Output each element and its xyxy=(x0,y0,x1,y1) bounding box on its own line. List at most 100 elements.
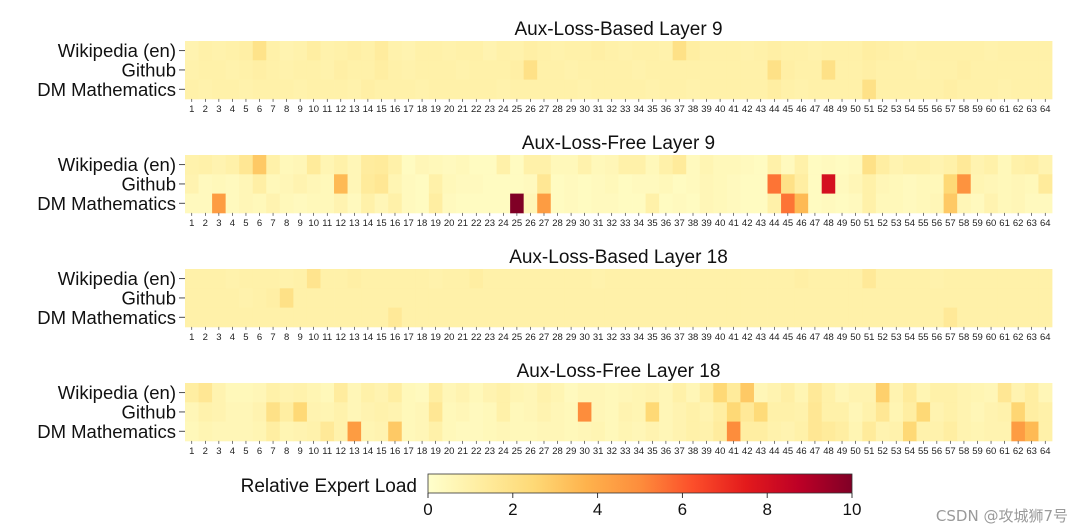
x-tick-label: 55 xyxy=(918,104,929,115)
heatmap-cell xyxy=(604,60,619,80)
x-tick-label: 54 xyxy=(904,332,915,343)
panel-title: Aux-Loss-Free Layer 9 xyxy=(522,133,715,154)
heatmap-cell xyxy=(957,402,972,422)
heatmap-cell xyxy=(726,79,741,100)
heatmap-cell xyxy=(469,79,484,100)
heatmap-cell xyxy=(1011,383,1026,403)
heatmap-cell xyxy=(306,269,321,289)
heatmap-cell xyxy=(266,41,281,61)
heatmap-cell xyxy=(740,269,755,289)
heatmap-cell xyxy=(672,60,687,80)
x-tick-label: 34 xyxy=(634,446,645,457)
row-label: Wikipedia (en) xyxy=(58,382,176,403)
heatmap-cell xyxy=(957,288,972,308)
x-tick-label: 43 xyxy=(755,446,766,457)
heatmap-cell xyxy=(320,79,335,100)
x-tick-label: 35 xyxy=(647,446,658,457)
heatmap-cell xyxy=(889,155,904,175)
heatmap-cell xyxy=(902,193,917,214)
x-tick-label: 31 xyxy=(593,332,604,343)
heatmap-cell xyxy=(835,193,850,214)
heatmap-cell xyxy=(916,41,931,61)
heatmap-cell xyxy=(821,421,836,442)
x-tick-label: 2 xyxy=(203,218,208,229)
heatmap-cell xyxy=(483,174,497,194)
x-tick-label: 62 xyxy=(1013,218,1024,229)
heatmap-cell xyxy=(659,174,674,194)
heatmap-cell xyxy=(361,421,376,442)
x-tick-label: 64 xyxy=(1040,446,1051,457)
heatmap-cell xyxy=(442,288,457,308)
heatmap-cell xyxy=(1011,79,1026,100)
heatmap-cell xyxy=(591,174,606,194)
heatmap-cell xyxy=(374,269,389,289)
heatmap-cell xyxy=(374,155,389,175)
heatmap-cell xyxy=(957,193,972,214)
heatmap-cell xyxy=(930,307,945,328)
heatmap-cell xyxy=(577,79,592,100)
heatmap-cell xyxy=(266,155,281,175)
x-tick-label: 42 xyxy=(742,446,753,457)
heatmap-cell xyxy=(848,269,863,289)
heatmap-cell xyxy=(496,155,511,175)
heatmap-cell xyxy=(740,79,755,100)
heatmap-cell xyxy=(1011,307,1026,328)
x-tick-label: 21 xyxy=(457,332,468,343)
colorbar-tick-label: 2 xyxy=(508,500,517,519)
heatmap-cell xyxy=(740,307,755,328)
x-tick-label: 15 xyxy=(376,218,387,229)
heatmap-cell xyxy=(198,193,213,214)
heatmap-cell xyxy=(889,402,904,422)
heatmap-cell xyxy=(604,421,619,442)
heatmap-cell xyxy=(442,41,457,61)
heatmap-cell xyxy=(279,402,294,422)
heatmap-cell xyxy=(185,402,199,422)
heatmap-cell xyxy=(1024,288,1039,308)
x-tick-label: 25 xyxy=(512,218,523,229)
x-tick-label: 39 xyxy=(701,104,712,115)
heatmap-cell xyxy=(1011,402,1026,422)
heatmap-cell xyxy=(686,60,701,80)
x-tick-label: 21 xyxy=(457,218,468,229)
x-tick-label: 15 xyxy=(376,332,387,343)
heatmap-cell xyxy=(848,402,863,422)
heatmap-cell xyxy=(726,307,741,328)
heatmap-cell xyxy=(185,155,199,175)
heatmap-cell xyxy=(239,421,254,442)
heatmap-cell xyxy=(902,383,917,403)
heatmap-cell xyxy=(713,174,728,194)
x-tick-label: 58 xyxy=(959,446,970,457)
heatmap-cell xyxy=(767,174,782,194)
heatmap-cell xyxy=(726,155,741,175)
heatmap-cell xyxy=(659,269,674,289)
heatmap-cell xyxy=(902,269,917,289)
x-tick-label: 51 xyxy=(864,218,875,229)
heatmap-cell xyxy=(672,79,687,100)
x-tick-label: 56 xyxy=(932,446,943,457)
heatmap-cell xyxy=(781,155,796,175)
heatmap-cell xyxy=(1038,155,1053,175)
heatmap-cell xyxy=(645,269,660,289)
heatmap-cell xyxy=(564,60,579,80)
heatmap-cell xyxy=(347,79,362,100)
heatmap-cell xyxy=(225,174,240,194)
heatmap-cell xyxy=(753,60,768,80)
heatmap-cell xyxy=(1024,193,1039,214)
heatmap-cell xyxy=(902,288,917,308)
x-tick-label: 33 xyxy=(620,446,631,457)
heatmap-cell xyxy=(970,193,985,214)
heatmap-cell xyxy=(699,288,714,308)
heatmap-cell xyxy=(401,60,416,80)
heatmap-cell xyxy=(889,41,904,61)
heatmap-cell xyxy=(523,41,538,61)
heatmap-cell xyxy=(428,155,443,175)
x-tick-label: 63 xyxy=(1026,218,1037,229)
heatmap-cell xyxy=(293,269,308,289)
heatmap-cell xyxy=(848,41,863,61)
heatmap-cell xyxy=(943,269,958,289)
heatmap-cell xyxy=(212,288,227,308)
x-tick-label: 2 xyxy=(203,104,208,115)
heatmap-cell xyxy=(902,60,917,80)
heatmap-cell xyxy=(767,41,782,61)
heatmap-cell xyxy=(862,421,877,442)
